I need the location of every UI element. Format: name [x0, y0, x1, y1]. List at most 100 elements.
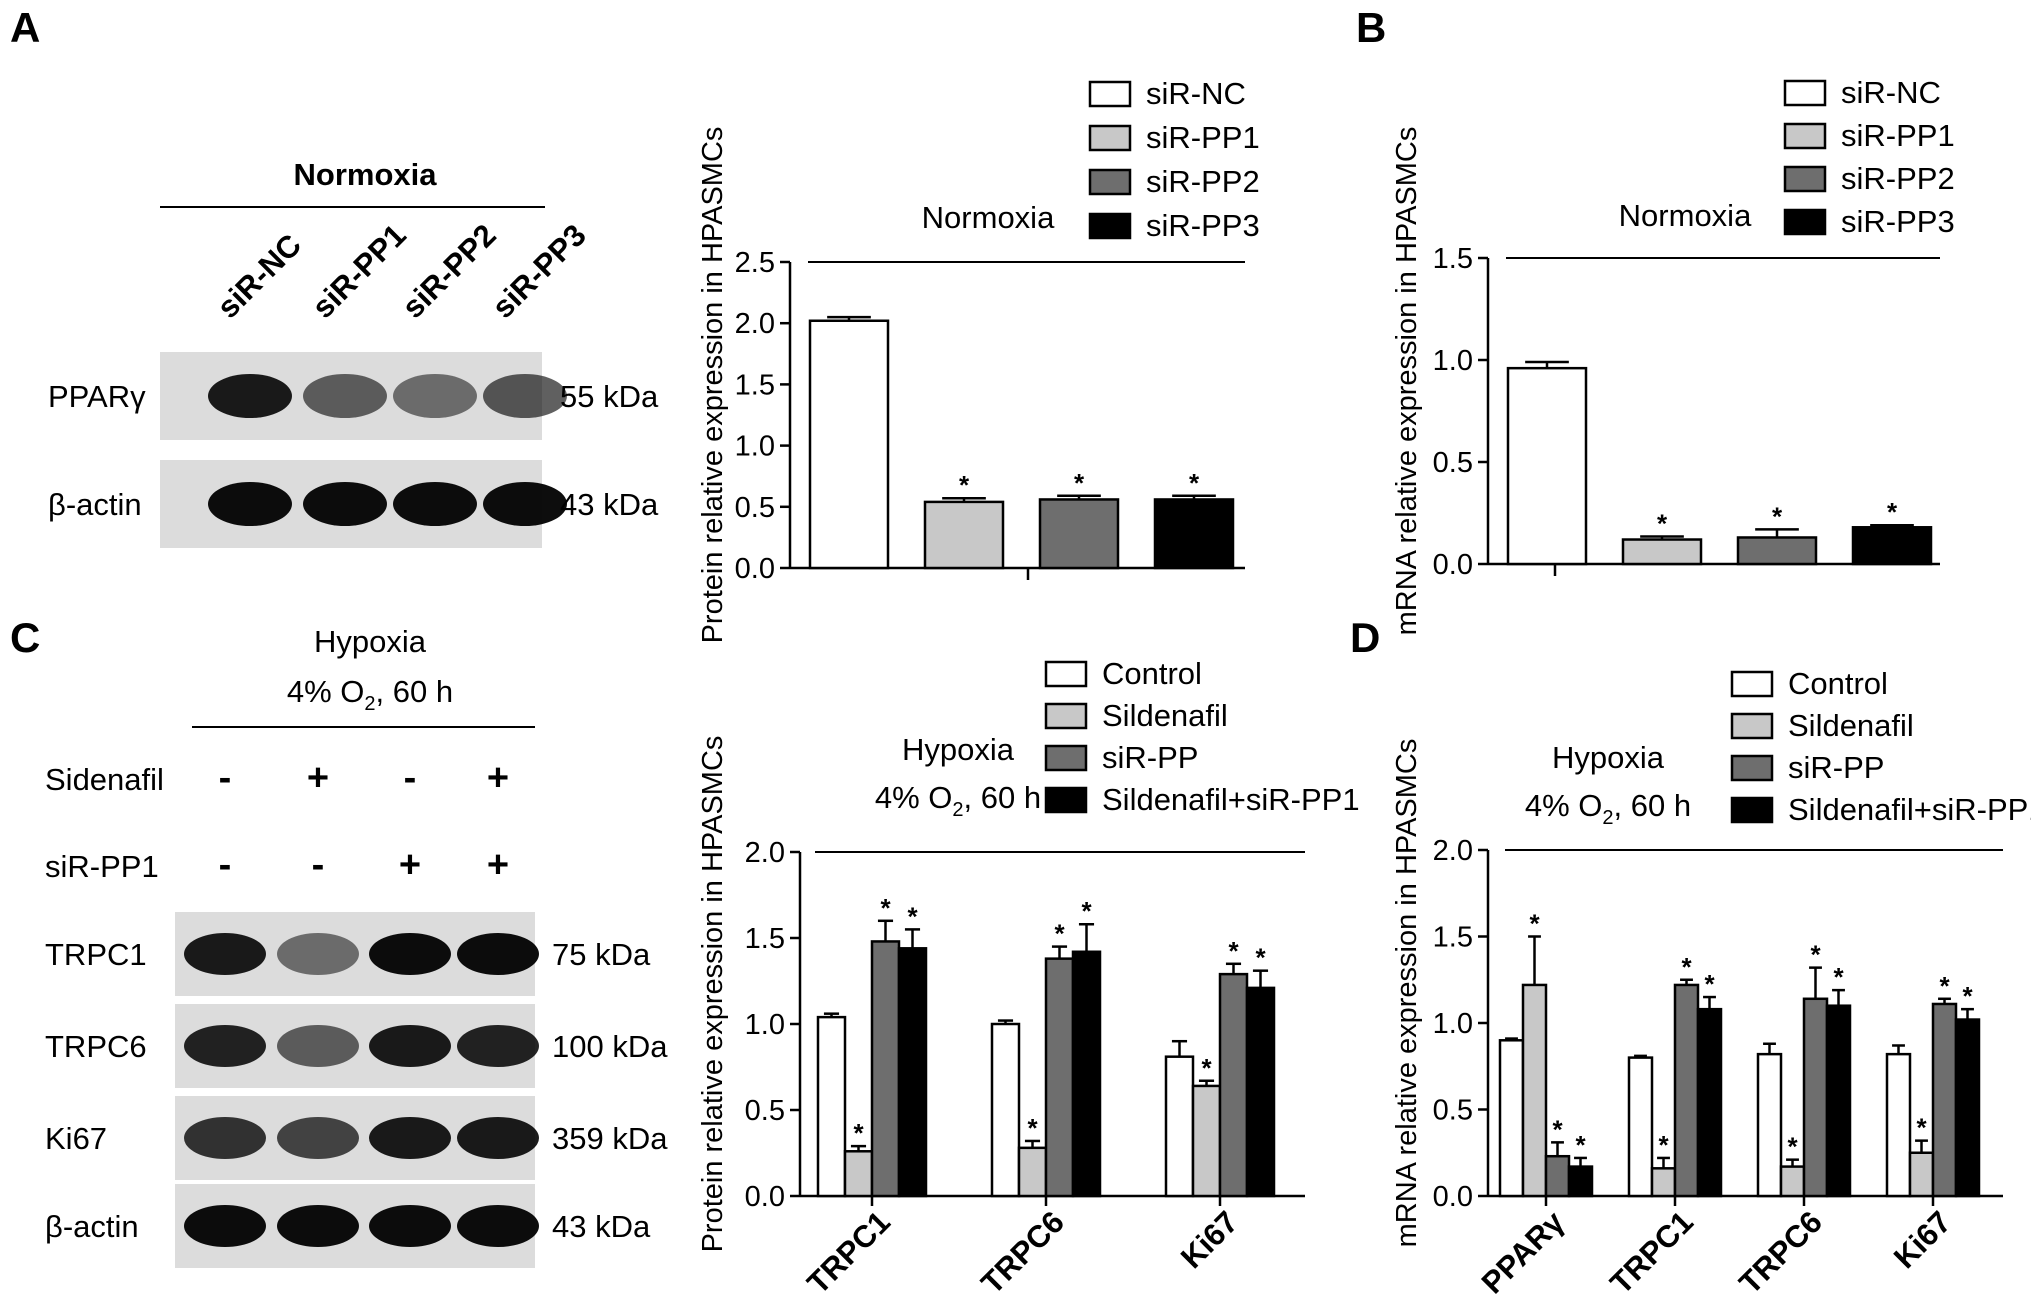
- blot-band: [483, 482, 567, 526]
- treatment-sign: -: [219, 844, 232, 886]
- blot-protein-label: TRPC6: [45, 1029, 147, 1064]
- blot-band: [457, 1117, 539, 1159]
- legend-label: siR-PP1: [1146, 120, 1260, 155]
- blot-band: [277, 1117, 359, 1159]
- significance-star: *: [1658, 1130, 1669, 1160]
- treatment-sign: +: [307, 757, 329, 799]
- blot-kda-label: 100 kDa: [552, 1029, 668, 1064]
- legend-label: siR-PP: [1788, 750, 1884, 785]
- bar: [1498, 1039, 1525, 1198]
- y-tick-label: 0.5: [745, 1095, 785, 1127]
- y-tick-label: 2.0: [745, 837, 785, 869]
- significance-star: *: [1939, 971, 1950, 1001]
- bar: [1954, 1018, 1981, 1198]
- legend-swatch: [1088, 212, 1132, 240]
- significance-star: *: [907, 901, 918, 931]
- blot-band: [208, 374, 292, 418]
- significance-star: *: [1189, 468, 1200, 498]
- blot-c-condition-line1: Hypoxia: [314, 624, 427, 659]
- significance-star: *: [1255, 943, 1266, 973]
- legend-swatch: [1730, 754, 1774, 782]
- blot-band: [393, 374, 477, 418]
- significance-star: *: [1228, 936, 1239, 966]
- x-category-label: Ki67: [1887, 1204, 1958, 1275]
- y-tick-label: 1.5: [745, 923, 785, 955]
- y-tick-label: 1.0: [1433, 1008, 1473, 1040]
- bar: [1851, 526, 1933, 566]
- bar: [1544, 1154, 1571, 1198]
- significance-star: *: [1787, 1132, 1798, 1162]
- y-axis-title: Protein relative expression in HPASMCs: [697, 127, 729, 644]
- x-category-label: Ki67: [1174, 1204, 1245, 1275]
- legend-swatch: [1044, 660, 1088, 688]
- blot-a-condition: Normoxia: [294, 157, 438, 192]
- blot-band: [277, 933, 359, 975]
- blot-band: [184, 1025, 266, 1067]
- significance-star: *: [1074, 468, 1085, 498]
- bar: [1044, 957, 1075, 1198]
- blot-lane-label: siR-PP3: [485, 217, 593, 325]
- significance-star: *: [1529, 909, 1540, 939]
- blot-kda-label: 43 kDa: [552, 1209, 651, 1244]
- bar: [808, 319, 890, 570]
- bar: [1153, 498, 1235, 570]
- bar: [1017, 1146, 1048, 1198]
- bar: [1802, 997, 1829, 1198]
- treatment-sign: -: [219, 757, 232, 799]
- y-tick-label: 2.0: [735, 308, 775, 340]
- legend-swatch: [1783, 122, 1827, 150]
- y-tick-label: 0.5: [735, 492, 775, 524]
- chart-d: 0.0 0.5 1.0 1.5 2.0 mRNA relative expression …: [1391, 666, 2031, 1297]
- legend-swatch: [1044, 744, 1088, 772]
- blot-band: [303, 482, 387, 526]
- blot-lane-label: siR-PP1: [305, 217, 413, 325]
- blot-band: [277, 1025, 359, 1067]
- significance-star: *: [1575, 1130, 1586, 1160]
- x-category-label: TRPC6: [974, 1204, 1071, 1297]
- legend-label: siR-NC: [1841, 75, 1941, 110]
- significance-star: *: [1704, 969, 1715, 999]
- blot-band: [457, 1205, 539, 1247]
- bar: [1825, 1004, 1852, 1198]
- blot-protein-label: TRPC1: [45, 937, 147, 972]
- blot-c-condition-line2: 4% O2, 60 h: [287, 674, 453, 715]
- condition-label: Normoxia: [922, 200, 1055, 235]
- y-tick-label: 2.5: [735, 247, 775, 279]
- blot-band: [457, 1025, 539, 1067]
- bar: [1627, 1056, 1654, 1198]
- legend-swatch: [1044, 702, 1088, 730]
- legend-swatch: [1088, 124, 1132, 152]
- legend-label: siR-PP2: [1146, 164, 1260, 199]
- significance-star: *: [1810, 940, 1821, 970]
- significance-star: *: [1657, 508, 1668, 538]
- y-tick-label: 1.5: [1433, 922, 1473, 954]
- significance-star: *: [1887, 497, 1898, 527]
- blot-protein-label: PPARγ: [48, 379, 146, 414]
- bar: [1756, 1052, 1783, 1198]
- blot-kda-label: 43 kDa: [560, 487, 659, 522]
- blot-band: [369, 933, 451, 975]
- legend-swatch: [1783, 208, 1827, 236]
- panel-letter-d: D: [1350, 614, 1380, 661]
- legend-swatch: [1044, 786, 1088, 814]
- significance-star: *: [959, 470, 970, 500]
- legend-label: Sildenafil+siR-PP1: [1102, 782, 1360, 817]
- chart-c: 0.0 0.5 1.0 1.5 2.0 Protein relative expressi…: [697, 656, 1360, 1297]
- blot-lane-label: siR-NC: [210, 227, 308, 325]
- bar: [1038, 498, 1120, 570]
- bar: [1908, 1151, 1935, 1198]
- blot-kda-label: 75 kDa: [552, 937, 651, 972]
- legend-label: Sildenafil: [1788, 708, 1914, 743]
- treatment-sign: +: [487, 757, 509, 799]
- bar: [1245, 986, 1276, 1198]
- bar: [897, 947, 928, 1198]
- significance-star: *: [1027, 1113, 1038, 1143]
- blot-band: [369, 1025, 451, 1067]
- y-tick-label: 0.0: [1433, 1181, 1473, 1213]
- blot-band: [277, 1205, 359, 1247]
- condition-label-line2: 4% O2, 60 h: [1525, 788, 1691, 829]
- blot-band: [369, 1205, 451, 1247]
- condition-label-line1: Hypoxia: [902, 732, 1015, 767]
- y-tick-label: 0.5: [1433, 1095, 1473, 1127]
